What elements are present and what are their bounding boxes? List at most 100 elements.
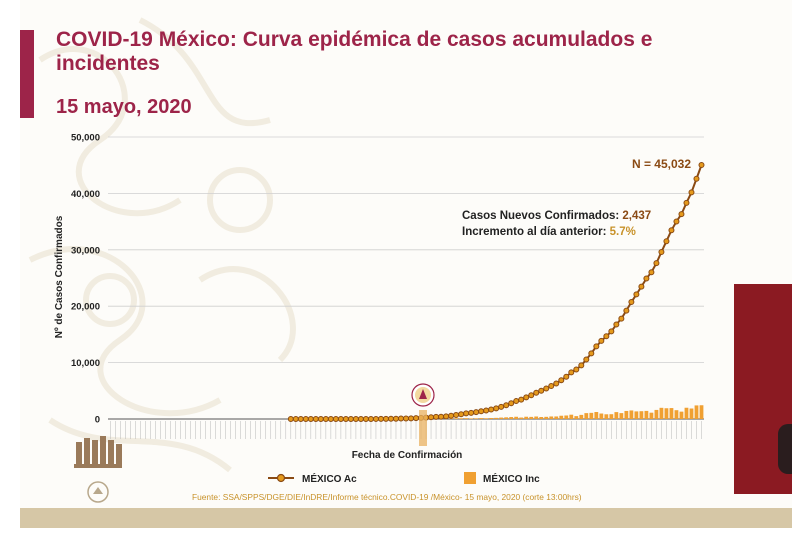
incident-bar bbox=[454, 418, 458, 419]
accumulated-point bbox=[688, 189, 695, 196]
accumulated-point bbox=[433, 413, 440, 420]
accumulated-point bbox=[593, 343, 600, 350]
accumulated-point bbox=[508, 400, 515, 407]
incident-bar bbox=[594, 412, 599, 419]
incident-bar bbox=[579, 414, 584, 419]
accumulated-point bbox=[623, 307, 630, 314]
accumulated-point bbox=[603, 333, 610, 340]
incident-bar bbox=[604, 414, 609, 419]
accumulated-point bbox=[493, 405, 500, 412]
incident-bar bbox=[549, 416, 554, 419]
accumulated-point bbox=[638, 283, 645, 290]
accumulated-point bbox=[478, 408, 485, 415]
accumulated-point bbox=[563, 373, 570, 380]
total-annotation: N = 45,032 bbox=[632, 157, 691, 171]
accumulated-point bbox=[693, 175, 700, 182]
incident-bar bbox=[669, 408, 674, 419]
accumulated-point bbox=[483, 407, 490, 414]
incident-bar bbox=[574, 416, 579, 419]
accumulated-point bbox=[408, 415, 415, 422]
incident-bar bbox=[459, 418, 463, 419]
incident-bar bbox=[509, 417, 514, 419]
accumulated-point bbox=[543, 385, 550, 392]
incident-bar bbox=[694, 405, 699, 419]
accumulated-point bbox=[382, 415, 389, 422]
accumulated-point bbox=[453, 411, 460, 418]
page-title: COVID-19 México: Curva epidémica de caso… bbox=[56, 28, 653, 75]
video-panel bbox=[734, 284, 792, 494]
accumulated-point bbox=[658, 248, 665, 255]
accumulated-point bbox=[573, 366, 580, 373]
x-axis-label: Fecha de Confirmación bbox=[352, 450, 463, 461]
accumulated-point bbox=[633, 291, 640, 298]
incident-bar bbox=[569, 414, 574, 419]
incident-bar bbox=[659, 407, 664, 419]
phase-marker-icon bbox=[411, 383, 435, 446]
accumulated-point bbox=[538, 387, 545, 394]
new-cases-value: 2,437 bbox=[622, 210, 651, 222]
accumulated-point bbox=[558, 377, 565, 384]
page-date: 15 mayo, 2020 bbox=[56, 96, 192, 118]
incident-bar bbox=[654, 409, 659, 419]
incident-bar bbox=[489, 417, 494, 419]
accumulated-point bbox=[443, 413, 450, 420]
incident-bar bbox=[599, 413, 604, 419]
accumulated-point bbox=[387, 415, 394, 422]
accumulated-point bbox=[618, 315, 625, 322]
y-tick-label: 30,000 bbox=[71, 245, 100, 256]
incident-bar bbox=[674, 410, 679, 419]
incident-bar bbox=[609, 414, 614, 419]
accumulated-point bbox=[297, 415, 304, 422]
chart-legend: MÉXICO Ac MÉXICO Inc bbox=[268, 472, 540, 485]
increase-label: Incremento al día anterior: bbox=[462, 226, 606, 238]
accumulated-point bbox=[367, 415, 374, 422]
incident-bar bbox=[539, 417, 544, 419]
accumulated-point bbox=[372, 415, 379, 422]
accumulated-point bbox=[678, 211, 685, 218]
accumulated-point bbox=[583, 356, 590, 363]
y-tick-label: 50,000 bbox=[71, 133, 100, 144]
legend-label-accumulated: MÉXICO Ac bbox=[302, 472, 357, 485]
accumulated-point bbox=[413, 415, 420, 422]
y-tick-label: 20,000 bbox=[71, 302, 100, 313]
legend-label-incident: MÉXICO Inc bbox=[483, 472, 540, 485]
accumulated-point bbox=[523, 394, 530, 401]
incident-bar bbox=[474, 418, 479, 419]
new-cases-label: Casos Nuevos Confirmados: bbox=[462, 210, 619, 222]
accumulated-point bbox=[668, 227, 675, 234]
incident-bar bbox=[479, 418, 484, 419]
accumulated-point bbox=[488, 406, 495, 413]
institution-logo-icon bbox=[74, 436, 122, 468]
accumulated-point bbox=[458, 411, 465, 418]
accumulated-point bbox=[317, 415, 324, 422]
incident-bar bbox=[499, 417, 504, 419]
incident-bar bbox=[589, 412, 594, 419]
accumulated-point bbox=[352, 415, 359, 422]
y-tick-label: 0 bbox=[95, 415, 100, 426]
accumulated-point bbox=[428, 414, 435, 421]
incident-bar bbox=[564, 415, 569, 419]
x-axis-ticks bbox=[110, 421, 702, 439]
accumulated-point bbox=[698, 162, 705, 169]
accumulated-point bbox=[397, 415, 404, 422]
incident-bars bbox=[288, 405, 704, 419]
accumulated-point bbox=[533, 389, 540, 396]
incident-bar bbox=[649, 412, 654, 419]
accumulated-point bbox=[673, 218, 680, 225]
y-tick-label: 40,000 bbox=[71, 189, 100, 200]
incident-bar bbox=[464, 418, 469, 419]
accumulated-point bbox=[332, 415, 339, 422]
accumulated-point bbox=[403, 415, 409, 422]
incident-bar bbox=[679, 411, 684, 419]
incident-bar bbox=[684, 407, 689, 419]
chart-grid bbox=[108, 136, 704, 420]
accumulated-point bbox=[653, 260, 660, 267]
accumulated-point bbox=[683, 199, 690, 206]
accumulated-point bbox=[578, 362, 585, 369]
incident-bar bbox=[619, 413, 624, 419]
accumulated-point bbox=[392, 415, 399, 422]
accumulated-point bbox=[337, 415, 344, 422]
background-pattern bbox=[28, 17, 296, 473]
slide bbox=[20, 0, 792, 528]
